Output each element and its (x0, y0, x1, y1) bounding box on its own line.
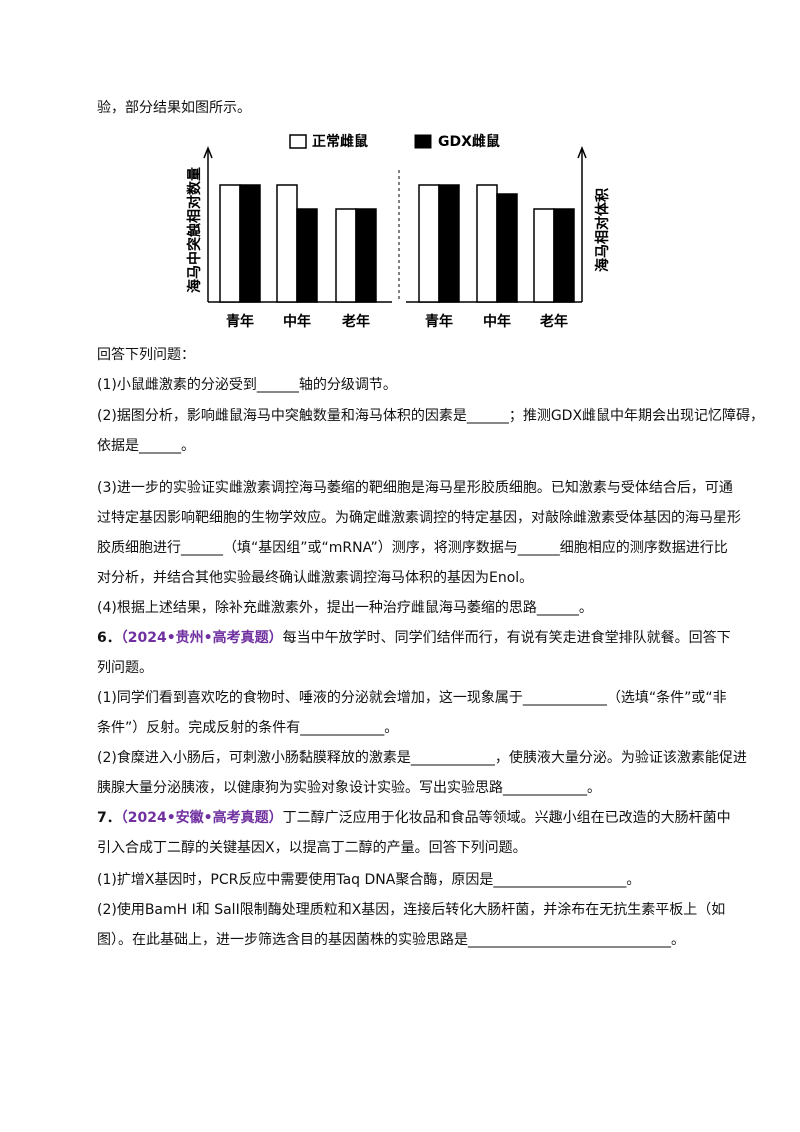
legend-swatch (289, 134, 307, 149)
x-tick-label: 中年 (283, 313, 311, 330)
text-line: 依据是______。 (97, 438, 195, 454)
text-line: 列问题。 (97, 660, 153, 676)
axis-arrow (577, 145, 587, 159)
legend-label: 正常雌鼠 (312, 133, 368, 150)
x-tick-label: 老年 (540, 313, 568, 330)
text-line: 胶质细胞进行______（填“基因组”或“mRNA”）测序，将测序数据与____… (97, 540, 728, 556)
text-line: 条件”）反射。完成反射的条件有____________。 (97, 720, 399, 736)
x-tick-label: 青年 (425, 313, 453, 330)
text-line: 6．（2024•贵州•高考真题）每当中午放学时、同学们结伴而行，有说有笑走进食堂… (97, 628, 731, 648)
axis-arrow (203, 145, 213, 159)
bar (296, 208, 318, 303)
bar (553, 208, 575, 303)
bar (476, 184, 498, 303)
bar (239, 184, 261, 303)
legend-label: GDX雌鼠 (438, 133, 500, 150)
text-line: (3)进一步的实验证实雌激素调控海马萎缩的靶细胞是海马星形胶质细胞。已知激素与受… (97, 480, 733, 496)
x-tick-label: 老年 (342, 313, 370, 330)
bar (219, 184, 241, 303)
bar (496, 193, 518, 303)
legend-swatch (414, 134, 432, 149)
chart: 正常雌鼠 GDX雌鼠 海马中突触相对数量 海马相对体积 青年 中年 老年 青年 中年 老年 (186, 133, 611, 330)
text-line: (2)据图分析，影响雌鼠海马中突触数量和海马体积的因素是______；推测GDX… (97, 408, 765, 424)
text-line: 过特定基因影响靶细胞的生物学效应。为确定雌激素调控的特定基因，对敲除雌激素受体基… (97, 510, 741, 526)
question-source: （2024•贵州•高考真题） (120, 630, 283, 646)
bar (418, 184, 440, 303)
bar (276, 184, 298, 303)
bar (438, 184, 460, 303)
question-number: 6． (97, 630, 121, 646)
text-line: 7．（2024•安徽•高考真题）丁二醇广泛应用于化妆品和食品等领域。兴趣小组在已… (97, 808, 731, 828)
bar (533, 208, 555, 303)
text-line: (1)小鼠雌激素的分泌受到______轴的分级调节。 (97, 377, 397, 393)
text-line: (2)使用BamH I和 SalI限制酶处理质粒和X基因，连接后转化大肠杆菌，并… (97, 902, 726, 918)
y-axis-label: 海马中突触相对数量 (186, 167, 203, 293)
question-source: （2024•安徽•高考真题） (120, 810, 283, 826)
x-tick-label: 中年 (483, 313, 511, 330)
question-text: 每当中午放学时、同学们结伴而行，有说有笑走进食堂排队就餐。回答下 (282, 630, 731, 646)
text-line: (2)食糜进入小肠后，可刺激小肠黏膜释放的激素是____________，使胰液… (97, 750, 747, 766)
text-line: 图）。在此基础上，进一步筛选含目的基因菌株的实验思路是_____________… (97, 932, 685, 948)
x-tick-label: 青年 (226, 313, 254, 330)
text-line: 验，部分结果如图所示。 (97, 100, 251, 116)
text-line: (1)扩增X基因时，PCR反应中需要使用Taq DNA聚合酶，原因是______… (97, 872, 641, 888)
bar (335, 208, 357, 303)
text-line: (1)同学们看到喜欢吃的食物时、唾液的分泌就会增加，这一现象属于________… (97, 690, 727, 706)
text-line: 引入合成丁二醇的关键基因X，以提高丁二醇的产量。回答下列问题。 (97, 840, 527, 856)
text-line: (4)根据上述结果，除补充雌激素外，提出一种治疗雌鼠海马萎缩的思路______。 (97, 600, 593, 616)
text-line: 胰腺大量分泌胰液，以健康狗为实验对象设计实验。写出实验思路___________… (97, 780, 601, 796)
bar (355, 208, 377, 303)
question-text: 丁二醇广泛应用于化妆品和食品等领域。兴趣小组在已改造的大肠杆菌中 (282, 810, 731, 826)
question-number: 7． (97, 810, 121, 826)
text-line: 回答下列问题： (97, 347, 195, 363)
text-line: 对分析，并结合其他实验最终确认雌激素调控海马体积的基因为Enol。 (97, 570, 534, 586)
y-axis-label: 海马相对体积 (594, 188, 611, 272)
